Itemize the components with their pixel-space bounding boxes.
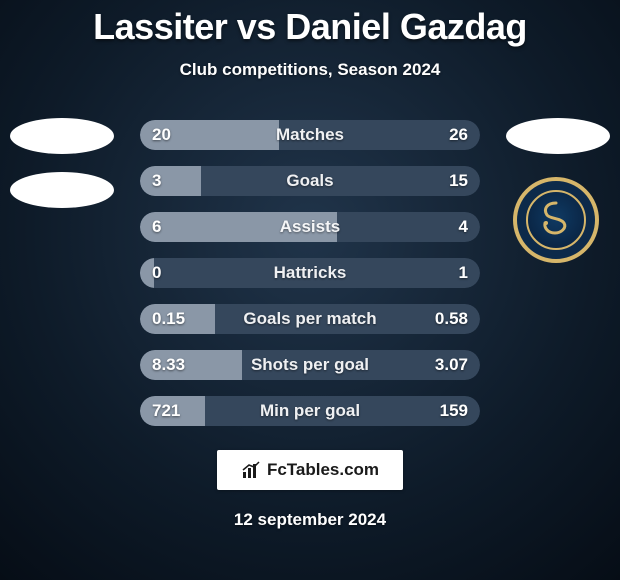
stat-row: 8.333.07Shots per goal	[140, 350, 480, 380]
stat-row: 315Goals	[140, 166, 480, 196]
subtitle: Club competitions, Season 2024	[0, 60, 620, 80]
stat-label: Hattricks	[140, 258, 480, 288]
content-area: Lassiter vs Daniel Gazdag Club competiti…	[0, 0, 620, 580]
page-title: Lassiter vs Daniel Gazdag	[0, 0, 620, 48]
chart-icon	[241, 460, 261, 480]
date-text: 12 september 2024	[0, 510, 620, 530]
snake-icon	[535, 199, 577, 241]
right-team-logo-placeholder	[506, 118, 610, 154]
stat-label: Goals per match	[140, 304, 480, 334]
left-team-logo-placeholder	[10, 172, 114, 208]
stat-label: Goals	[140, 166, 480, 196]
stat-label: Shots per goal	[140, 350, 480, 380]
stat-row: 01Hattricks	[140, 258, 480, 288]
stat-label: Assists	[140, 212, 480, 242]
stat-row: 2026Matches	[140, 120, 480, 150]
left-team-logos	[10, 118, 114, 222]
stat-row: 0.150.58Goals per match	[140, 304, 480, 334]
stat-label: Min per goal	[140, 396, 480, 426]
crest-inner	[526, 190, 586, 250]
fctables-watermark: FcTables.com	[217, 450, 403, 490]
stats-bars: 2026Matches 315Goals 64Assists 01Hattricks 0…	[140, 120, 480, 442]
philadelphia-union-crest	[513, 177, 599, 263]
stat-row: 64Assists	[140, 212, 480, 242]
stat-row: 721159Min per goal	[140, 396, 480, 426]
watermark-text: FcTables.com	[267, 460, 379, 480]
stat-label: Matches	[140, 120, 480, 150]
left-team-logo-placeholder	[10, 118, 114, 154]
